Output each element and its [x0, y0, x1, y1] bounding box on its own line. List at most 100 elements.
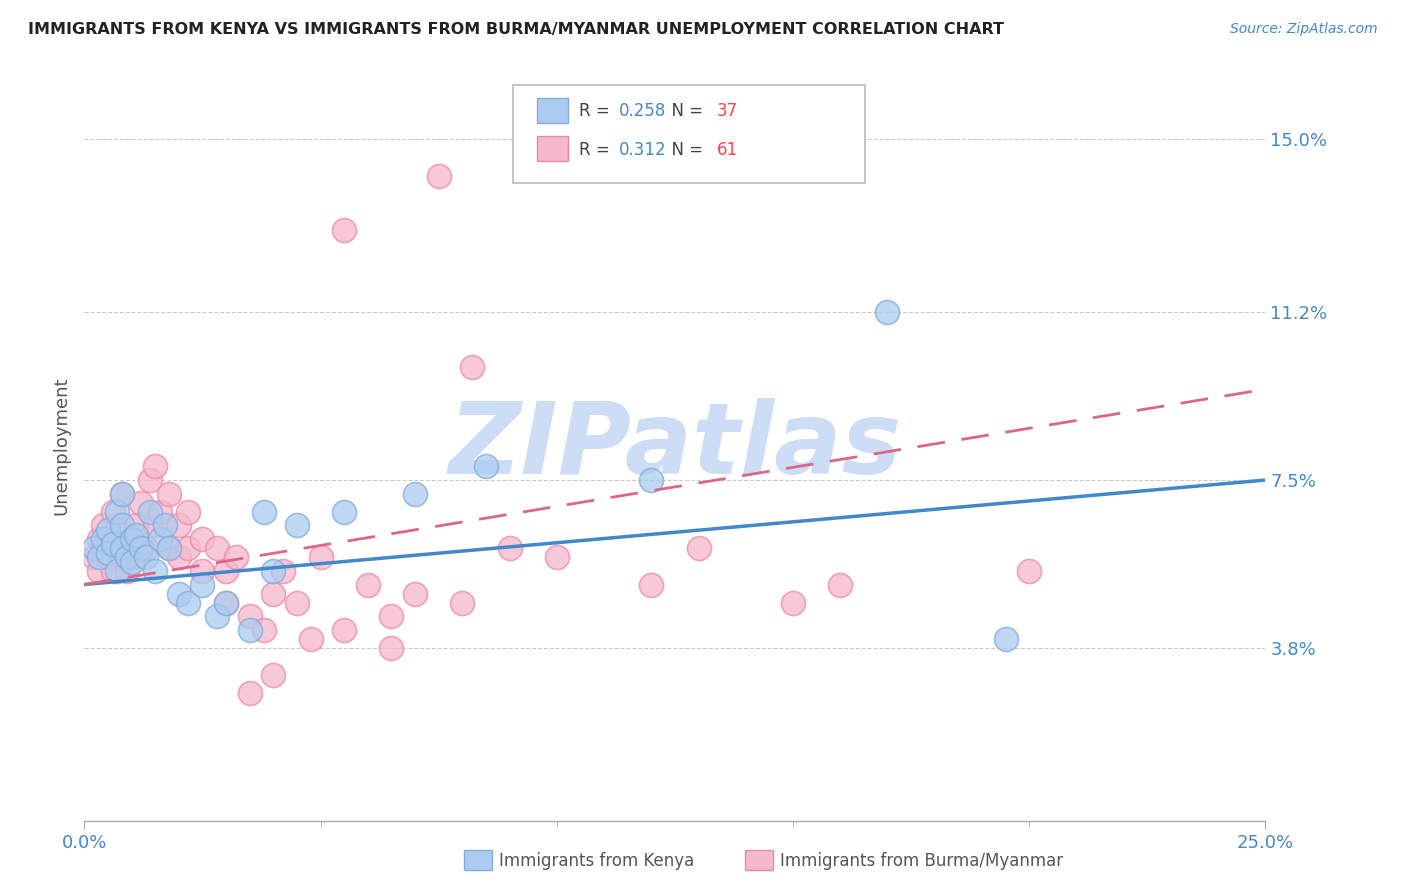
Point: [177, 505, 200, 519]
Point: [111, 541, 134, 556]
Point: [157, 486, 180, 500]
Point: [101, 505, 124, 519]
Point: [271, 564, 294, 578]
Point: [121, 550, 143, 565]
Point: [101, 564, 124, 578]
Point: [111, 486, 134, 500]
Point: [111, 486, 134, 500]
Point: [121, 532, 143, 546]
Y-axis label: Unemployment: Unemployment: [52, 376, 70, 516]
Text: 0.258: 0.258: [619, 103, 666, 120]
Point: [101, 536, 124, 550]
Point: [333, 623, 356, 637]
Point: [404, 586, 426, 600]
Point: [167, 518, 190, 533]
Point: [115, 550, 138, 565]
Point: [253, 505, 276, 519]
Point: [191, 532, 214, 546]
Point: [91, 518, 114, 533]
Point: [125, 518, 148, 533]
Point: [143, 564, 166, 578]
Point: [451, 596, 474, 610]
Text: Source: ZipAtlas.com: Source: ZipAtlas.com: [1230, 22, 1378, 37]
Point: [157, 541, 180, 556]
Text: N =: N =: [661, 103, 709, 120]
Point: [107, 541, 129, 556]
Point: [177, 596, 200, 610]
Point: [285, 518, 308, 533]
Point: [239, 623, 262, 637]
Point: [262, 668, 284, 682]
Point: [215, 596, 238, 610]
Text: 37: 37: [717, 103, 738, 120]
Point: [97, 550, 120, 565]
Point: [475, 459, 498, 474]
Point: [239, 609, 262, 624]
Text: R =: R =: [579, 103, 616, 120]
Point: [876, 305, 898, 319]
Point: [546, 550, 568, 565]
Point: [107, 564, 129, 578]
Point: [97, 546, 120, 560]
Point: [461, 359, 484, 374]
Point: [121, 532, 143, 546]
Point: [253, 623, 276, 637]
Point: [121, 555, 143, 569]
Point: [167, 550, 190, 565]
Point: [91, 541, 114, 556]
Point: [215, 596, 238, 610]
Point: [87, 564, 110, 578]
Point: [299, 632, 322, 646]
Point: [830, 577, 852, 591]
Point: [125, 527, 148, 541]
Point: [640, 473, 662, 487]
Point: [498, 541, 520, 556]
Point: [91, 532, 114, 546]
Point: [380, 609, 402, 624]
Text: IMMIGRANTS FROM KENYA VS IMMIGRANTS FROM BURMA/MYANMAR UNEMPLOYMENT CORRELATION : IMMIGRANTS FROM KENYA VS IMMIGRANTS FROM…: [28, 22, 1004, 37]
Point: [111, 550, 134, 565]
Point: [115, 541, 138, 556]
Point: [191, 564, 214, 578]
Point: [157, 541, 180, 556]
Point: [87, 550, 110, 565]
Point: [149, 532, 172, 546]
Point: [333, 505, 356, 519]
Point: [239, 686, 262, 700]
Point: [1018, 564, 1040, 578]
Point: [191, 577, 214, 591]
Text: 61: 61: [717, 141, 738, 159]
Point: [97, 532, 120, 546]
Text: 0.312: 0.312: [619, 141, 666, 159]
Point: [143, 518, 166, 533]
Point: [135, 541, 157, 556]
Point: [688, 541, 710, 556]
Point: [333, 223, 356, 237]
Point: [135, 550, 157, 565]
Point: [994, 632, 1017, 646]
Point: [107, 505, 129, 519]
Text: ZIPatlas: ZIPatlas: [449, 398, 901, 494]
Point: [205, 541, 228, 556]
Point: [262, 586, 284, 600]
Point: [205, 609, 228, 624]
Point: [139, 473, 162, 487]
Point: [177, 541, 200, 556]
Point: [357, 577, 380, 591]
Text: N =: N =: [661, 141, 709, 159]
Point: [153, 518, 176, 533]
Point: [640, 577, 662, 591]
Point: [380, 641, 402, 656]
Point: [115, 564, 138, 578]
Point: [139, 505, 162, 519]
Point: [87, 532, 110, 546]
Point: [225, 550, 247, 565]
Point: [97, 523, 120, 537]
Point: [83, 550, 105, 565]
Point: [129, 496, 152, 510]
Point: [111, 518, 134, 533]
Point: [129, 541, 152, 556]
Text: R =: R =: [579, 141, 616, 159]
Point: [83, 541, 105, 556]
Point: [285, 596, 308, 610]
